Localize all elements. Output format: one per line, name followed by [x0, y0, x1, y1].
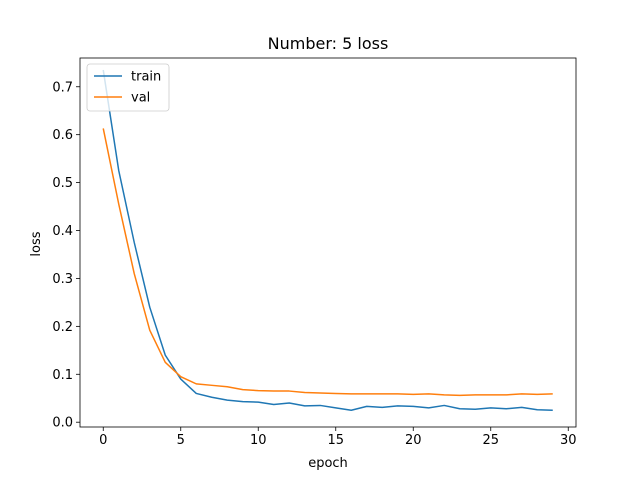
y-axis-title: loss	[29, 231, 44, 256]
y-tick-label-5: 0.5	[52, 176, 73, 191]
x-axis-title: epoch	[308, 456, 348, 471]
axes-frame	[79, 57, 577, 428]
x-tick-label-25: 25	[482, 433, 499, 448]
x-tick-label-0: 0	[99, 433, 107, 448]
x-tick-label-15: 15	[327, 433, 344, 448]
y-tick-label-6: 0.6	[52, 128, 73, 143]
y-tick-label-3: 0.3	[52, 272, 73, 287]
series-line-val	[102, 128, 553, 397]
y-tick-label-2: 0.2	[52, 320, 73, 335]
legend-label-val: val	[131, 91, 150, 106]
y-tick-label-0: 0.0	[52, 416, 73, 431]
x-tick-label-30: 30	[560, 433, 577, 448]
y-tick-label-1: 0.1	[52, 368, 73, 383]
x-tick-label-20: 20	[405, 433, 422, 448]
plot-area: 0 5 10 15 20 25 30 0.0 0.1 0.2 0.3 0.4 0.5 0.6 0.7 trai…	[52, 57, 577, 448]
x-tick-label-5: 5	[177, 433, 185, 448]
legend-label-train: train	[131, 70, 161, 85]
x-tick-label-10: 10	[250, 433, 267, 448]
y-tick-label-7: 0.7	[52, 80, 73, 95]
y-tick-label-4: 0.4	[52, 224, 73, 239]
chart-title: Number: 5 loss	[268, 34, 389, 53]
